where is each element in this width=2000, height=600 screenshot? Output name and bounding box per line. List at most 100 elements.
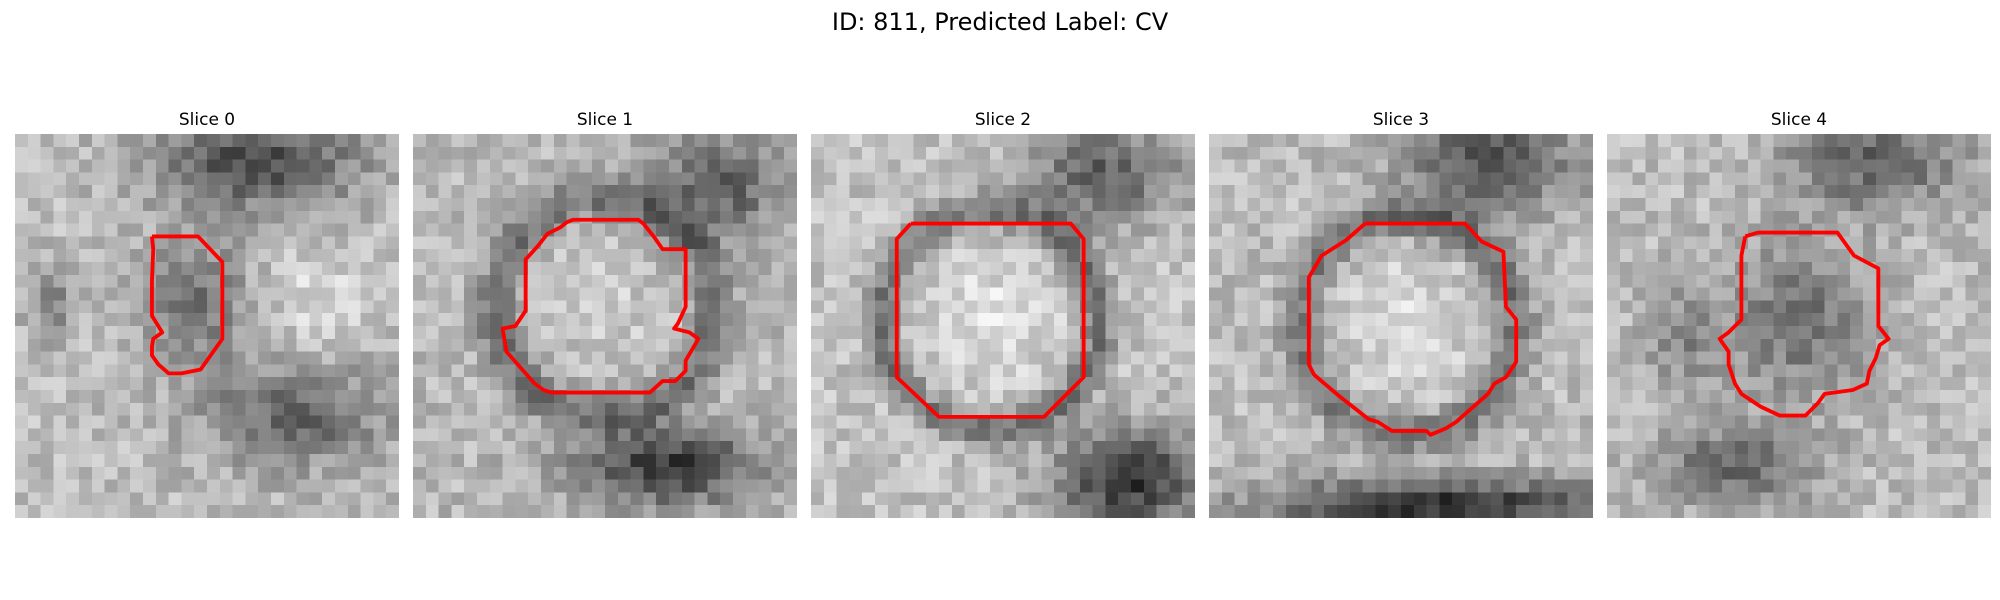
pixel [1041,236,1055,250]
pixel [836,287,850,301]
pixel [1516,428,1530,442]
pixel [489,159,503,173]
pixel [117,479,131,493]
pixel [1658,159,1672,173]
pixel [1799,210,1813,224]
pixel [1209,402,1223,416]
pixel [681,466,695,480]
pixel [143,198,157,212]
pixel [155,402,169,416]
pixel [515,159,529,173]
pixel [283,172,297,186]
pixel [707,377,721,391]
pixel [1452,146,1466,160]
pixel [1888,300,1902,314]
pixel [939,198,953,212]
pixel [1375,390,1389,404]
pixel [1978,441,1991,455]
pixel [155,466,169,480]
pixel [1554,454,1568,468]
pixel [1169,377,1183,391]
pixel [694,364,708,378]
pixel [745,300,759,314]
pixel [745,402,759,416]
pixel [413,210,427,224]
pixel [1888,185,1902,199]
pixel [489,185,503,199]
pixel [707,134,721,148]
pixel [1298,210,1312,224]
pixel [1388,454,1402,468]
pixel [515,428,529,442]
pixel [1273,326,1287,340]
pixel [707,454,721,468]
pixel [1863,428,1877,442]
pixel [592,402,606,416]
pixel [1477,134,1491,148]
pixel [990,185,1004,199]
pixel [1337,479,1351,493]
pixel [1182,402,1195,416]
pixel [130,172,144,186]
pixel [823,492,837,506]
pixel [1092,479,1106,493]
pixel [566,300,580,314]
pixel [1671,146,1685,160]
pixel [1143,377,1157,391]
pixel [464,223,478,237]
pixel [1952,364,1966,378]
pixel [1413,415,1427,429]
pixel [181,402,195,416]
pixel [579,326,593,340]
pixel [245,479,259,493]
pixel [1234,326,1248,340]
pixel [1182,300,1195,314]
pixel [1773,313,1787,327]
pixel [347,210,361,224]
pixel [1607,159,1621,173]
pixel [1632,274,1646,288]
pixel [502,262,516,276]
pixel [1247,146,1261,160]
pixel [1965,505,1979,518]
pixel [296,505,310,518]
pixel [245,377,259,391]
pixel [771,300,785,314]
pixel [1156,377,1170,391]
pixel [1452,390,1466,404]
pixel [1875,146,1889,160]
pixel [104,236,118,250]
pixel [643,454,657,468]
pixel [489,441,503,455]
pixel [784,223,797,237]
pixel [1811,249,1825,263]
pixel [758,326,772,340]
pixel [1156,390,1170,404]
pixel [1722,185,1736,199]
pixel [811,390,825,404]
pixel [1888,172,1902,186]
pixel [335,466,349,480]
pixel [1580,223,1593,237]
pixel [1658,185,1672,199]
pixel [258,146,272,160]
pixel [1452,364,1466,378]
pixel [15,351,29,365]
pixel [528,415,542,429]
pixel [40,428,54,442]
pixel [1426,402,1440,416]
pixel [964,454,978,468]
pixel [887,338,901,352]
pixel [181,185,195,199]
pixel [232,313,246,327]
pixel [155,185,169,199]
pixel [245,492,259,506]
pixel [1760,454,1774,468]
pixel [1658,454,1672,468]
pixel [1067,326,1081,340]
pixel [373,210,387,224]
pixel [1298,146,1312,160]
pixel [79,274,93,288]
pixel [1658,172,1672,186]
pixel [1221,223,1235,237]
